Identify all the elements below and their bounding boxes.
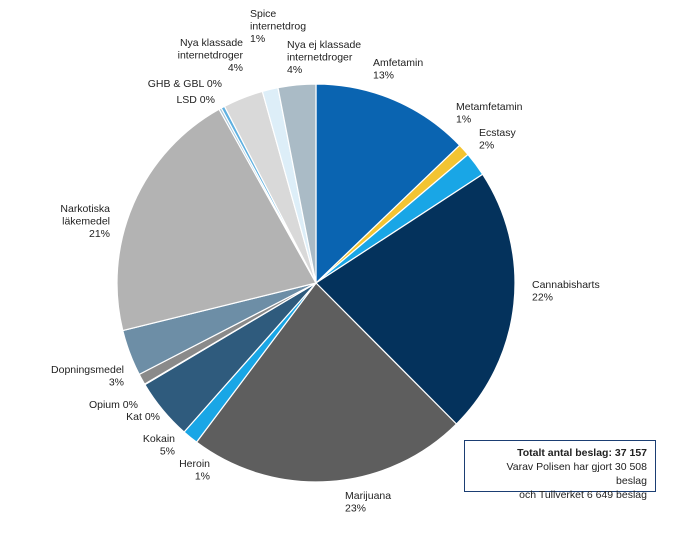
pie-slice-narkotiska-l-kemedel bbox=[116, 108, 317, 332]
police-seizures-text: Varav Polisen har gjort 30 508 beslag bbox=[506, 461, 647, 487]
slice-label-heroin: Heroin 1% bbox=[179, 458, 210, 483]
slice-label-kokain: Kokain 5% bbox=[143, 433, 175, 458]
slice-label-amfetamin: Amfetamin 13% bbox=[373, 57, 423, 82]
pie-slice-cannabisharts bbox=[315, 173, 516, 425]
pie-slice-marijuana bbox=[195, 282, 458, 483]
slice-label-dopningsmedel: Dopningsmedel 3% bbox=[51, 364, 124, 389]
slice-label-opium: Opium 0% bbox=[89, 399, 138, 411]
slice-label-ghb-gbl: GHB & GBL 0% bbox=[148, 78, 222, 90]
slice-label-spice-internetdrog: Spice internetdrog 1% bbox=[250, 8, 306, 45]
slice-label-kat: Kat 0% bbox=[126, 411, 160, 423]
customs-seizures-text: och Tullverket 6 649 beslag bbox=[519, 489, 647, 501]
slice-labels: Amfetamin 13% Metamfetamin 1%Ecstasy 2% Canna… bbox=[51, 8, 600, 515]
pie-slice-nya-ej-klassade-internetdroger bbox=[277, 83, 317, 284]
slice-label-cannabisharts: Cannabisharts 22% bbox=[532, 279, 600, 304]
slice-label-lsd: LSD 0% bbox=[176, 94, 215, 106]
slice-label-nya-ej-klassade-internetdroger: Nya ej klassade internetdroger 4% bbox=[287, 39, 361, 76]
slice-label-narkotiska-l-kemedel: Narkotiska läkemedel 21% bbox=[60, 203, 110, 240]
total-seizures-title: Totalt antal beslag: 37 157 bbox=[517, 447, 647, 459]
total-seizures-box: Totalt antal beslag: 37 157 Varav Polise… bbox=[464, 440, 656, 501]
slice-label-nya-klassade-internetdroger: Nya klassade internetdroger 4% bbox=[178, 37, 244, 74]
slice-label-metamfetamin: Metamfetamin 1% bbox=[456, 101, 523, 126]
pie-slice-amfetamin bbox=[315, 83, 461, 284]
pie-slices bbox=[116, 83, 516, 483]
slice-label-marijuana: Marijuana 23% bbox=[345, 490, 391, 515]
slice-label-ecstasy: Ecstasy 2% bbox=[479, 127, 517, 152]
